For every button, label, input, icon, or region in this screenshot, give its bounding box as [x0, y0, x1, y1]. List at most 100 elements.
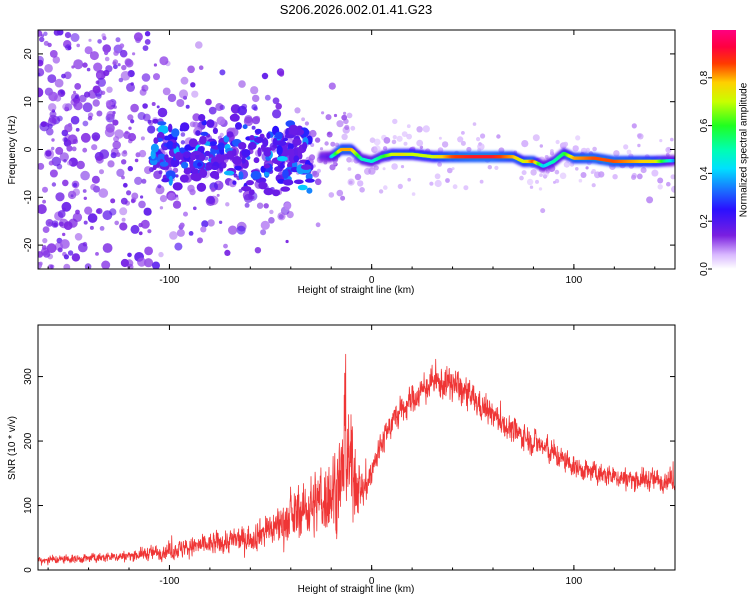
- noise-blob: [62, 103, 70, 111]
- noise-blob: [51, 138, 55, 142]
- signal-blob: [229, 113, 240, 122]
- signal-blob: [226, 131, 234, 138]
- noise-blob: [445, 178, 450, 183]
- noise-blob: [73, 101, 83, 111]
- noise-blob: [636, 173, 643, 180]
- noise-blob: [63, 263, 71, 269]
- noise-blob: [529, 185, 534, 189]
- noise-blob: [115, 152, 121, 158]
- noise-blob: [93, 62, 103, 72]
- y-tick-label: 20: [23, 48, 34, 60]
- noise-blob: [143, 207, 152, 216]
- signal-blob: [178, 147, 186, 154]
- signal-blob: [277, 156, 288, 162]
- noise-blob: [72, 182, 78, 188]
- colorbar-tick-label: 0.6: [699, 118, 710, 132]
- noise-blob: [95, 155, 104, 164]
- snr-panel: -100 0 100 0 100 200 300 Height of straight l…: [7, 324, 676, 595]
- noise-blob: [141, 86, 145, 90]
- signal-blob: [305, 173, 313, 181]
- noise-blob: [480, 133, 486, 139]
- noise-blob: [179, 222, 185, 228]
- noise-blob: [39, 36, 45, 43]
- noise-blob: [73, 90, 76, 94]
- noise-blob: [238, 188, 243, 193]
- noise-blob: [187, 65, 195, 74]
- noise-blob: [190, 82, 196, 88]
- noise-blob: [38, 87, 44, 98]
- noise-blob: [176, 228, 185, 237]
- noise-blob: [143, 258, 154, 268]
- signal-blob: [241, 149, 251, 157]
- noise-blob: [457, 136, 464, 143]
- signal-blob: [212, 127, 218, 134]
- noise-blob: [219, 69, 226, 76]
- noise-blob: [46, 243, 57, 254]
- noise-blob: [314, 137, 321, 143]
- noise-blob: [347, 167, 352, 171]
- noise-blob: [472, 122, 477, 126]
- noise-blob: [120, 197, 128, 205]
- noise-blob: [47, 117, 57, 126]
- noise-blob: [333, 113, 338, 118]
- noise-blob: [60, 89, 64, 94]
- noise-blob: [112, 140, 121, 150]
- noise-blob: [125, 59, 134, 68]
- noise-blob: [175, 196, 179, 201]
- signal-blob: [238, 171, 244, 180]
- signal-blob: [217, 142, 225, 151]
- noise-blob: [38, 55, 44, 65]
- noise-blob: [174, 242, 183, 251]
- signal-blob: [306, 187, 313, 194]
- noise-blob: [120, 71, 131, 81]
- noise-blob: [252, 94, 260, 103]
- noise-blob: [347, 178, 355, 186]
- noise-blob: [138, 231, 143, 236]
- noise-blob: [434, 179, 442, 188]
- noise-blob: [646, 196, 654, 204]
- noise-blob: [47, 74, 57, 83]
- noise-blob: [244, 202, 250, 208]
- noise-blob: [272, 97, 280, 105]
- noise-blob: [243, 193, 253, 203]
- colorbar-tick-label: 0.4: [699, 166, 710, 180]
- noise-blob: [99, 169, 104, 175]
- noise-blob: [631, 123, 637, 129]
- noise-blob: [82, 120, 89, 127]
- noise-blob: [438, 136, 442, 140]
- noise-blob: [554, 169, 560, 175]
- noise-blob: [106, 86, 113, 93]
- noise-blob: [559, 172, 567, 180]
- noise-blob: [91, 175, 100, 184]
- noise-blob: [429, 181, 434, 186]
- noise-blob: [530, 169, 537, 176]
- noise-blob: [41, 121, 47, 127]
- noise-blob: [637, 133, 644, 140]
- noise-blob: [315, 222, 321, 228]
- signal-blob: [297, 184, 308, 191]
- noise-blob: [101, 33, 106, 38]
- noise-blob: [119, 43, 125, 49]
- noise-blob: [406, 133, 412, 140]
- noise-blob: [406, 124, 411, 129]
- noise-blob: [55, 146, 64, 155]
- noise-blob: [373, 138, 381, 146]
- noise-blob: [73, 59, 84, 70]
- noise-blob: [447, 167, 453, 174]
- noise-blob: [188, 231, 194, 236]
- noise-blob: [416, 139, 424, 147]
- noise-blob: [42, 199, 46, 204]
- noise-blob: [392, 118, 398, 125]
- noise-blob: [144, 39, 151, 45]
- y-tick-label: 0: [23, 567, 34, 573]
- noise-blob: [144, 166, 152, 175]
- signal-blob: [248, 189, 255, 196]
- signal-blob: [293, 179, 304, 185]
- noise-blob: [294, 107, 301, 114]
- signal-blob: [152, 118, 159, 124]
- noise-blob: [575, 135, 581, 141]
- signal-blob: [156, 153, 167, 164]
- noise-blob: [324, 141, 329, 146]
- noise-blob: [539, 144, 543, 148]
- signal-blob: [209, 141, 217, 146]
